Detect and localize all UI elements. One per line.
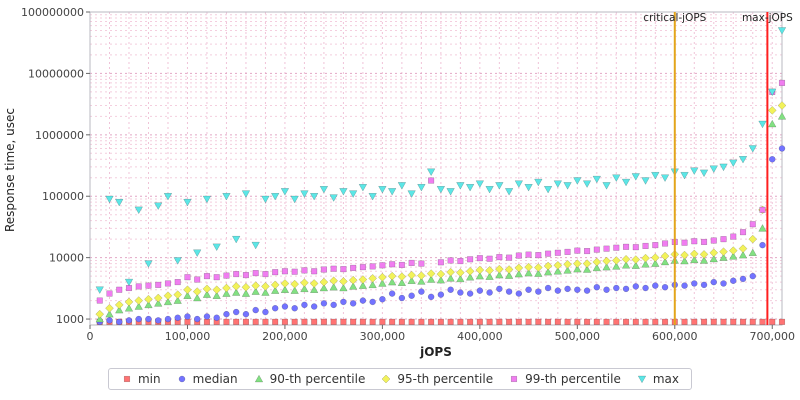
y-tick-label: 1000 <box>56 313 84 326</box>
legend-label: 90-th percentile <box>269 372 366 386</box>
y-tick-label: 10000000 <box>28 67 84 80</box>
series-90-th-percentile <box>95 112 787 323</box>
x-tick-label: 0 <box>87 330 94 343</box>
legend-item-95-th-percentile: 95-th percentile <box>380 372 493 386</box>
gridlines <box>89 11 782 325</box>
x-tick-label: 300,000 <box>360 330 406 343</box>
series-99-th-percentile <box>96 79 786 304</box>
legend-item-min: min <box>121 372 161 386</box>
x-tick-label: 200,000 <box>262 330 308 343</box>
x-tick-label: 400,000 <box>457 330 503 343</box>
plot-area: Response time, usec jOPS 0 100,000 200,000… <box>3 6 795 359</box>
legend-label: min <box>137 372 161 386</box>
legend-label: 95-th percentile <box>397 372 494 386</box>
legend-item-max: max <box>636 372 679 386</box>
x-axis-title: jOPS <box>419 345 452 359</box>
legend-diamond-icon <box>382 374 391 384</box>
x-tick-label: 700,000 <box>750 330 796 343</box>
series-max <box>95 27 787 295</box>
y-tick-label: 100000 <box>42 190 84 203</box>
legend-item-median: median <box>176 372 238 386</box>
legend-circle-icon <box>178 375 185 383</box>
legend: min median 90-th percentile 95-th percentil… <box>107 368 693 390</box>
axis-ticks: 0 100,000 200,000 300,000 400,000 500,000 600,… <box>21 6 795 343</box>
legend-item-90-th-percentile: 90-th percentile <box>253 372 366 386</box>
legend-label: median <box>192 372 238 386</box>
max-jops-label: max-jOPS <box>742 12 793 24</box>
critical-jops-label: critical-jOPS <box>643 12 706 24</box>
legend-triangle-up-icon <box>254 374 263 383</box>
y-tick-label: 10000 <box>49 252 84 265</box>
legend-square-icon <box>511 375 518 383</box>
series-min <box>96 318 786 325</box>
legend-triangle-down-icon <box>637 375 647 384</box>
legend-row: min median 90-th percentile 95-th percentil… <box>0 368 800 390</box>
series-95-th-percentile <box>95 101 787 319</box>
legend-label: max <box>652 372 680 386</box>
legend-item-99-th-percentile: 99-th percentile <box>508 372 621 386</box>
legend-label: 99-th percentile <box>525 372 621 386</box>
legend-square-icon <box>123 375 131 383</box>
y-tick-label: 100000000 <box>21 6 84 19</box>
x-tick-label: 500,000 <box>555 330 601 343</box>
plot-border <box>89 11 783 326</box>
y-axis-title: Response time, usec <box>3 108 17 232</box>
x-tick-label: 100,000 <box>165 330 211 343</box>
y-tick-label: 1000000 <box>35 129 84 142</box>
x-tick-label: 600,000 <box>652 330 698 343</box>
